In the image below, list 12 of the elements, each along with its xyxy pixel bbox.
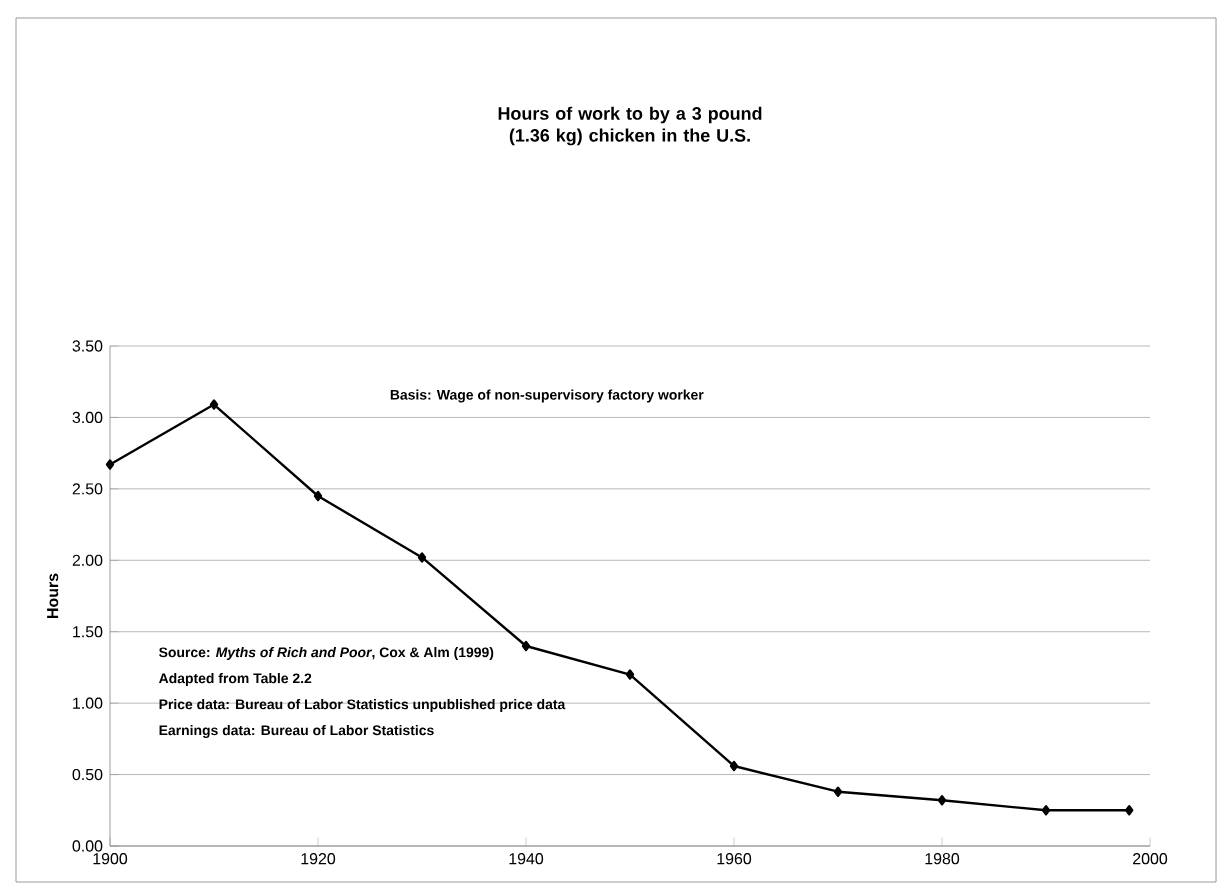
point: [625, 669, 635, 680]
point: [313, 490, 323, 502]
point: [937, 795, 947, 806]
point: [209, 399, 219, 410]
point: [105, 459, 115, 470]
point: [521, 640, 531, 652]
point: [1125, 805, 1134, 816]
point: [729, 760, 739, 772]
point: [417, 552, 427, 563]
point: [833, 786, 843, 797]
point: [1041, 805, 1051, 816]
chart-title: Hours of work to by a 3 pound (1.36 kg) chicken in the U.S.: [498, 106, 762, 146]
